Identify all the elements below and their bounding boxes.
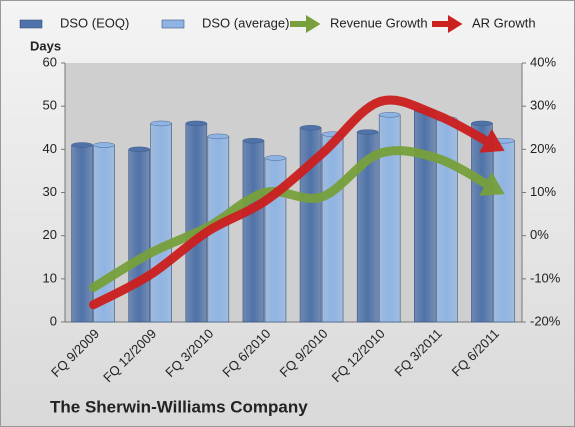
y2-tick-label: 30% [530, 98, 556, 113]
y-tick-label: 50 [43, 98, 57, 113]
legend-label: DSO (EOQ) [60, 15, 129, 30]
bar-cap [471, 120, 493, 127]
bar [128, 149, 150, 323]
growth-arrow [89, 95, 505, 310]
chart-title: The Sherwin-Williams Company [50, 397, 308, 416]
legend-label: AR Growth [472, 15, 536, 30]
y2-tick-label: 40% [530, 54, 556, 69]
bar-cap [299, 125, 322, 131]
bar-cap [71, 142, 93, 148]
bar-cap [242, 137, 265, 144]
y2-tick-label: 20% [530, 141, 556, 156]
bar [414, 110, 436, 323]
bar-cap [185, 120, 208, 127]
legend-label: DSO (average) [202, 15, 289, 30]
legend-label: Revenue Growth [330, 15, 428, 30]
y2-tick-label: 0% [530, 227, 549, 242]
bar [71, 144, 93, 323]
bar-cap [207, 133, 230, 140]
bar [150, 123, 172, 323]
y-tick-label: 0 [50, 313, 57, 328]
y-tick-label: 60 [43, 54, 57, 69]
bar-cap [356, 129, 379, 135]
bar [378, 114, 401, 323]
bar-cap [264, 155, 287, 161]
bar [242, 140, 265, 323]
bar [436, 118, 458, 323]
y-axis-title: Days [30, 38, 61, 53]
bar-cap [93, 142, 115, 148]
bar [493, 140, 515, 323]
bar-cap [378, 112, 401, 118]
y2-tick-label: -10% [530, 270, 561, 285]
y-tick-label: 20 [43, 227, 57, 242]
legend-swatch [161, 19, 185, 29]
bar [471, 123, 493, 323]
legend-swatch [19, 19, 43, 29]
bar-cap [150, 120, 172, 127]
growth-arrow [89, 146, 505, 292]
bar [321, 133, 344, 323]
y-tick-label: 30 [43, 184, 57, 199]
y2-tick-label: -20% [530, 313, 561, 328]
y-tick-label: 40 [43, 141, 57, 156]
y2-tick-label: 10% [530, 184, 556, 199]
y-tick-label: 10 [43, 270, 57, 285]
bar [185, 123, 208, 323]
bar-cap [128, 146, 150, 153]
